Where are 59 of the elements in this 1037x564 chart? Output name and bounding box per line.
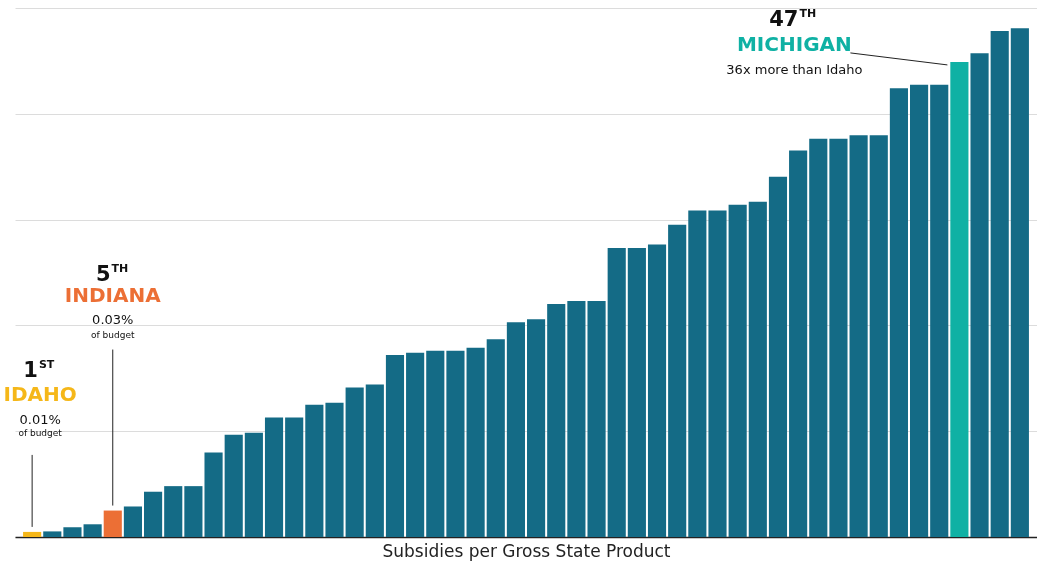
bar bbox=[144, 491, 163, 537]
bar bbox=[325, 402, 344, 537]
bar bbox=[123, 506, 142, 537]
bar bbox=[244, 432, 263, 537]
bar bbox=[708, 210, 727, 537]
bar bbox=[426, 350, 445, 537]
bar bbox=[627, 248, 646, 537]
bar bbox=[305, 404, 324, 537]
bar bbox=[164, 486, 183, 537]
annotation: MICHIGAN bbox=[736, 31, 852, 56]
bar bbox=[748, 201, 767, 537]
bar bbox=[345, 387, 364, 537]
bar bbox=[385, 354, 405, 537]
bar bbox=[869, 135, 888, 537]
bar bbox=[910, 84, 929, 537]
bar bbox=[103, 510, 122, 537]
bar bbox=[889, 88, 908, 537]
annotation: 36x more than Idaho bbox=[726, 61, 863, 77]
annotation: IDAHO bbox=[3, 381, 77, 406]
bar bbox=[23, 531, 42, 537]
bar bbox=[264, 417, 284, 537]
bar bbox=[406, 352, 425, 537]
bar bbox=[466, 347, 485, 537]
bar bbox=[506, 322, 525, 537]
bar bbox=[990, 30, 1009, 537]
x-axis-title: Subsidies per Gross State Product bbox=[382, 540, 671, 561]
bar bbox=[587, 300, 606, 537]
bar bbox=[668, 224, 687, 537]
bar bbox=[647, 244, 667, 537]
bar bbox=[789, 150, 808, 537]
bar bbox=[930, 84, 949, 537]
bar bbox=[204, 452, 223, 537]
annotation: of budget bbox=[18, 427, 63, 438]
annotation: of budget bbox=[91, 329, 135, 340]
bar bbox=[446, 350, 465, 537]
bar bbox=[547, 304, 566, 537]
bar bbox=[607, 248, 626, 537]
bar bbox=[970, 53, 989, 537]
bar bbox=[63, 527, 82, 537]
bar bbox=[950, 61, 969, 537]
annotation: INDIANA bbox=[64, 282, 162, 307]
annotation: 0.01% bbox=[19, 411, 61, 427]
bar bbox=[486, 339, 505, 537]
bar bbox=[527, 319, 546, 537]
bar bbox=[728, 204, 747, 537]
annotation: 0.03% bbox=[92, 311, 134, 327]
bar bbox=[224, 434, 243, 537]
bar bbox=[829, 138, 848, 537]
bar bbox=[43, 531, 62, 537]
bar bbox=[567, 300, 586, 537]
bar bbox=[1010, 28, 1029, 537]
bar bbox=[809, 138, 828, 537]
bar bbox=[768, 176, 788, 537]
bar bbox=[285, 417, 304, 537]
bar bbox=[365, 384, 384, 537]
bar bbox=[849, 135, 868, 537]
bar bbox=[184, 486, 203, 537]
bar bbox=[83, 524, 102, 537]
bar bbox=[688, 210, 707, 537]
